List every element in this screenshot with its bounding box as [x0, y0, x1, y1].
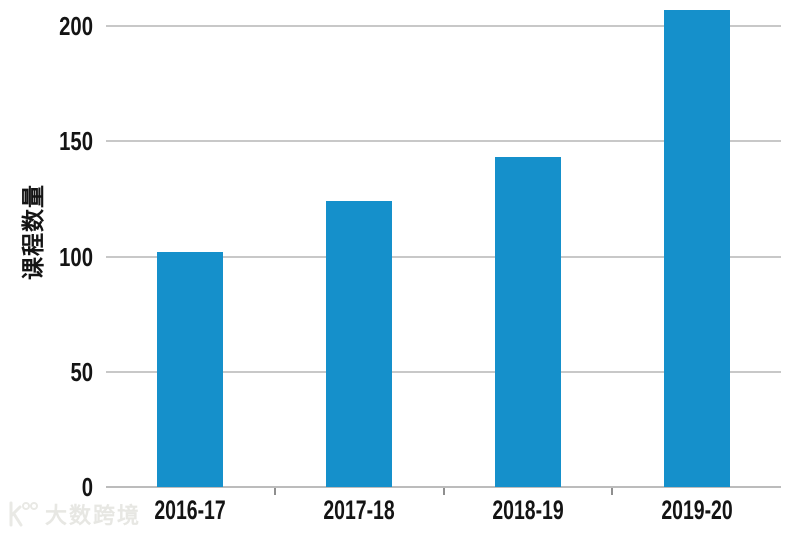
bar-2018-19: [494, 157, 561, 487]
watermark-text: 大数跨境: [45, 503, 142, 528]
gridline-y-50: [106, 370, 781, 373]
gridline-y-100: [106, 255, 781, 258]
gridline-y-200: [106, 25, 781, 27]
gridline-y-0: [106, 486, 781, 488]
x-tick-label-2019-20: 2019-20: [660, 495, 733, 525]
y-tick-label-200: 200: [59, 11, 93, 41]
x-axis-tick: [273, 488, 276, 495]
y-tick-label-0: 0: [81, 472, 93, 502]
y-axis-title: 课程数量: [20, 184, 46, 280]
watermark: 大数跨境: [6, 498, 141, 530]
x-axis-tick: [611, 488, 614, 495]
x-axis-tick: [442, 488, 445, 495]
x-tick-label-2018-19: 2018-19: [492, 495, 564, 525]
x-tick-label-2016-17: 2016-17: [154, 495, 227, 525]
watermark-logo-icon: [9, 501, 38, 527]
y-tick-label-150: 150: [59, 126, 93, 157]
bar-2016-17: [157, 251, 224, 487]
y-tick-label-100: 100: [59, 241, 93, 272]
y-tick-label-50: 50: [70, 356, 93, 387]
bar-2019-20: [663, 9, 730, 487]
x-tick-label-2017-18: 2017-18: [323, 495, 395, 525]
gridline-y-150: [106, 140, 781, 143]
bar-2017-18: [326, 201, 393, 487]
